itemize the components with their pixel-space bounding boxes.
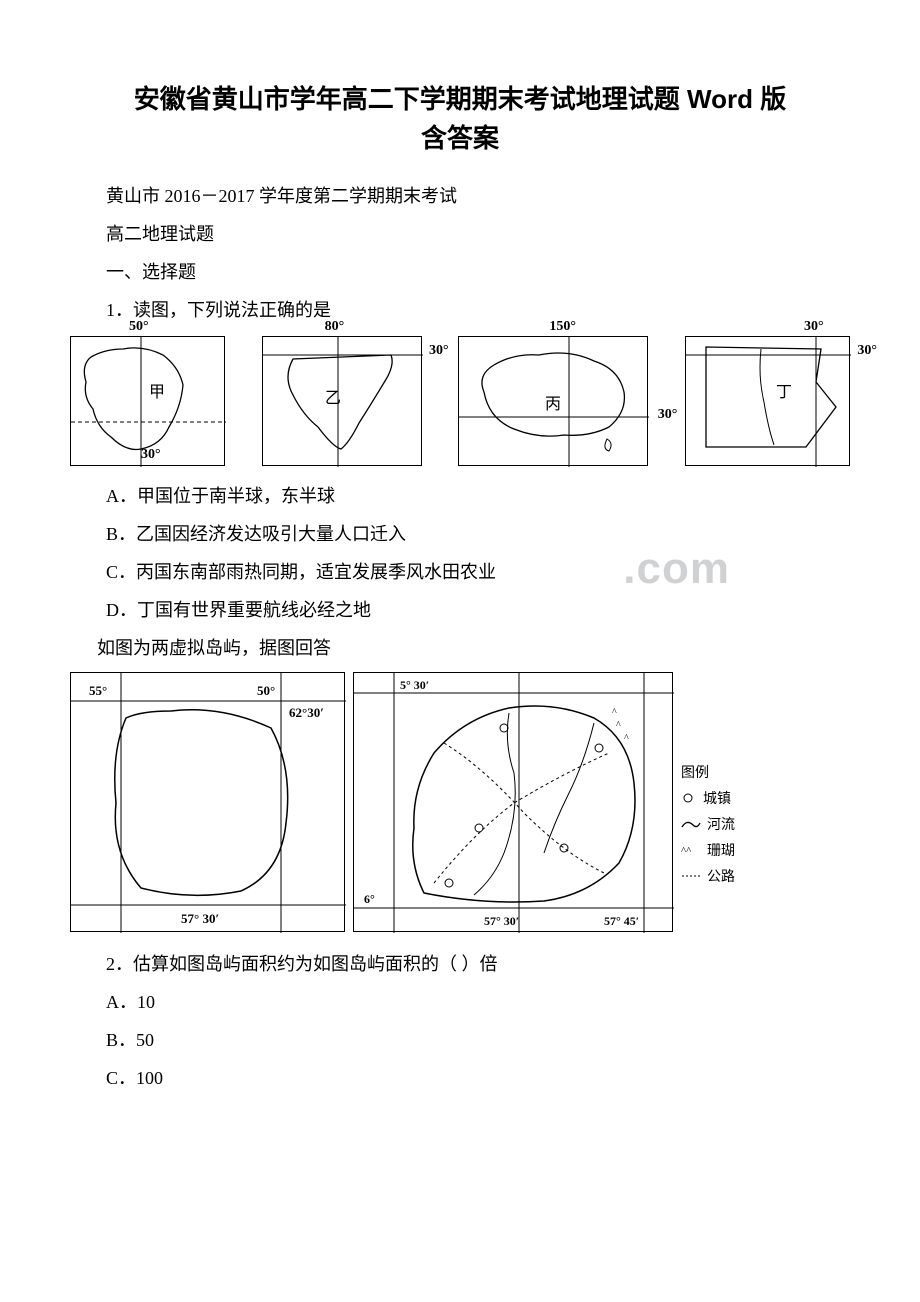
map-ding-svg: 丁 — [686, 337, 851, 467]
map-ding-right-deg: 30° — [857, 343, 877, 359]
watermark-wrap: C．丙国东南部雨热同期，适宜发展季风水田农业 .com — [70, 554, 850, 590]
svg-text:丁: 丁 — [776, 384, 792, 401]
map-ding-top-deg: 30° — [804, 319, 824, 335]
q2-intro: 如图为两虚拟岛屿，据图回答 — [70, 630, 850, 666]
island-right-svg: 5° 30′ 6° 57° 30′ 57° 45′ ^ ^ ^ — [354, 673, 674, 933]
island-right: 5° 30′ 6° 57° 30′ 57° 45′ ^ ^ ^ — [353, 672, 673, 932]
map-jia-bottom-deg: 30° — [141, 447, 161, 463]
q1-stem: 1．读图，下列说法正确的是 — [70, 292, 850, 328]
island-left: 55° 50° 62°30′ 57° 30′ — [70, 672, 345, 932]
q2-stem: 2．估算如图岛屿面积约为如图岛屿面积的（ ）倍 — [70, 946, 850, 982]
section-heading: 一、选择题 — [70, 254, 850, 290]
legend-item-reef: ^^ 珊瑚 — [681, 840, 761, 860]
exam-label: 高二地理试题 — [70, 216, 850, 252]
q1-option-d: D．丁国有世界重要航线必经之地 — [70, 592, 850, 628]
figure2-row: 55° 50° 62°30′ 57° 30′ 5° 30′ 6° 57° 30′… — [70, 672, 850, 932]
q2-option-c: C．100 — [70, 1060, 850, 1096]
svg-text:丙: 丙 — [545, 396, 561, 413]
svg-text:^: ^ — [616, 720, 621, 731]
map-ding: 30° 30° 丁 — [685, 336, 850, 466]
svg-text:62°30′: 62°30′ — [289, 705, 324, 720]
map-yi-right-deg: 30° — [429, 343, 449, 359]
legend-item-town: 城镇 — [681, 788, 761, 808]
doc-title: 安徽省黄山市学年高二下学期期末考试地理试题 Word 版 含答案 — [70, 80, 850, 158]
legend-label-town: 城镇 — [703, 788, 731, 808]
map-yi-svg: 乙 — [263, 337, 423, 467]
svg-text:50°: 50° — [257, 683, 275, 698]
river-icon — [681, 817, 701, 831]
legend-title: 图例 — [681, 762, 761, 782]
svg-text:^: ^ — [612, 707, 617, 718]
map-yi: 80° 30° 乙 — [262, 336, 422, 466]
map-bing-right-deg: 30° — [658, 407, 678, 423]
legend-label-river: 河流 — [707, 814, 735, 834]
map-jia-top-deg: 50° — [129, 319, 149, 335]
legend-item-road: 公路 — [681, 866, 761, 886]
svg-text:57° 30′: 57° 30′ — [181, 911, 219, 926]
road-icon — [681, 869, 701, 883]
reef-icon: ^^ — [681, 843, 701, 857]
svg-text:甲: 甲 — [149, 384, 165, 401]
svg-text:^^: ^^ — [681, 845, 692, 857]
q1-option-a: A．甲国位于南半球，东半球 — [70, 478, 850, 514]
svg-text:乙: 乙 — [325, 390, 341, 407]
title-line2: 含答案 — [421, 123, 499, 153]
subheader: 黄山市 2016－2017 学年度第二学期期末考试 — [70, 178, 850, 214]
map-bing: 150° 30° 丙 — [458, 336, 648, 466]
svg-text:5° 30′: 5° 30′ — [400, 678, 429, 692]
map-bing-svg: 丙 — [459, 337, 649, 467]
svg-text:6°: 6° — [364, 892, 375, 906]
island-left-svg: 55° 50° 62°30′ 57° 30′ — [71, 673, 346, 933]
map-jia: 50° 30° 甲 — [70, 336, 225, 466]
q2-option-b: B．50 — [70, 1022, 850, 1058]
svg-text:57° 45′: 57° 45′ — [604, 914, 639, 928]
title-line1: 安徽省黄山市学年高二下学期期末考试地理试题 Word 版 — [134, 84, 786, 114]
q2-option-a: A．10 — [70, 984, 850, 1020]
map-bing-top-deg: 150° — [549, 319, 576, 335]
q1-option-b: B．乙国因经济发达吸引大量人口迁入 — [70, 516, 850, 552]
svg-text:55°: 55° — [89, 683, 107, 698]
circle-icon — [681, 791, 697, 805]
legend-label-reef: 珊瑚 — [707, 840, 735, 860]
map-yi-top-deg: 80° — [325, 319, 345, 335]
figure1-row: 50° 30° 甲 80° 30° 乙 150° 30° 丙 — [70, 336, 850, 466]
legend: 图例 城镇 河流 ^^ 珊瑚 公路 — [681, 762, 761, 892]
q1-option-c: C．丙国东南部雨热同期，适宜发展季风水田农业 — [70, 554, 850, 590]
legend-label-road: 公路 — [707, 866, 735, 886]
svg-text:57° 30′: 57° 30′ — [484, 914, 519, 928]
svg-text:^: ^ — [624, 733, 629, 744]
legend-item-river: 河流 — [681, 814, 761, 834]
